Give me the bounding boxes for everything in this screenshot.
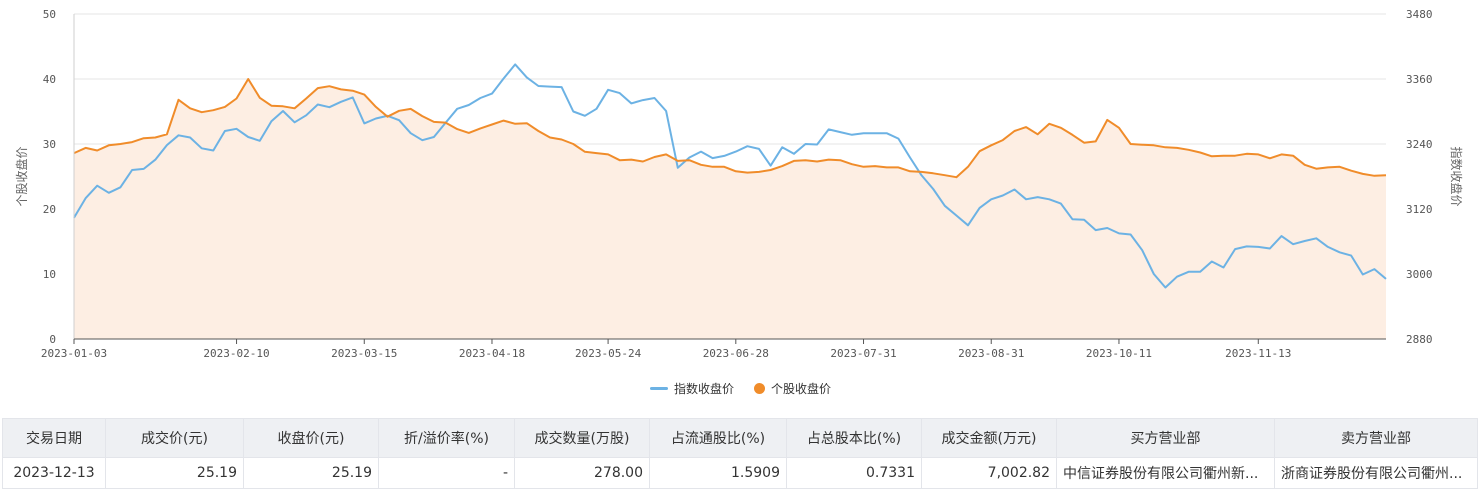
header-close-price[interactable]: 收盘价(元) [243, 418, 379, 458]
cell-seller[interactable]: 浙商证券股份有限公司衢州... [1274, 457, 1478, 489]
header-seller[interactable]: 卖方营业部 [1274, 418, 1478, 458]
x-tick-label: 2023-05-24 [575, 347, 642, 360]
x-tick-label: 2023-11-13 [1225, 347, 1291, 360]
cell-float-ratio: 1.5909 [649, 457, 787, 489]
x-tick-label: 2023-01-03 [41, 347, 107, 360]
header-trade-date[interactable]: 交易日期 [2, 418, 106, 458]
header-amount[interactable]: 成交金额(万元) [921, 418, 1057, 458]
y-right-tick-label: 2880 [1406, 333, 1433, 346]
header-trade-price[interactable]: 成交价(元) [105, 418, 244, 458]
y-right-tick-label: 3360 [1406, 73, 1433, 86]
y-left-tick-label: 0 [49, 333, 56, 346]
stock-area-fill [74, 79, 1386, 339]
legend-line-icon [649, 386, 668, 390]
cell-total-ratio: 0.7331 [786, 457, 922, 489]
y-left-tick-label: 20 [43, 203, 56, 216]
y-right-tick-label: 3120 [1406, 203, 1433, 216]
x-tick-label: 2023-08-31 [958, 347, 1024, 360]
y-left-tick-label: 50 [43, 8, 56, 21]
header-total-ratio[interactable]: 占总股本比(%) [786, 418, 922, 458]
cell-trade-price: 25.19 [105, 457, 244, 489]
y-left-axis-title: 个股收盘价 [14, 146, 29, 206]
header-volume[interactable]: 成交数量(万股) [514, 418, 650, 458]
cell-premium-rate: - [378, 457, 515, 489]
dual-axis-line-chart: 0 10 20 30 40 50 2880 3000 3120 3240 3360 3480 2023-… [14, 8, 1464, 360]
y-right-tick-label: 3000 [1406, 268, 1433, 281]
y-left-tick-label: 40 [43, 73, 56, 86]
cell-close-price: 25.19 [243, 457, 379, 489]
index-series-line[interactable] [73, 63, 1387, 289]
y-left-tick-label: 30 [43, 138, 56, 151]
block-trade-table: 交易日期 成交价(元) 收盘价(元) 折/溢价率(%) 成交数量(万股) 占流通… [2, 418, 1478, 489]
header-buyer[interactable]: 买方营业部 [1056, 418, 1275, 458]
legend-label-index: 指数收盘价 [673, 381, 734, 396]
x-tick-label: 2023-06-28 [703, 347, 769, 360]
legend-dot-icon [754, 382, 765, 394]
x-tick-label: 2023-04-18 [459, 347, 525, 360]
y-left-tick-label: 10 [43, 268, 56, 281]
stock-series-line[interactable] [73, 78, 1387, 179]
header-premium-rate[interactable]: 折/溢价率(%) [378, 418, 515, 458]
cell-trade-date: 2023-12-13 [2, 457, 106, 489]
legend-label-stock: 个股收盘价 [771, 381, 832, 396]
y-right-tick-label: 3480 [1406, 8, 1433, 21]
x-tick-label: 2023-10-11 [1086, 347, 1152, 360]
cell-amount: 7,002.82 [921, 457, 1057, 489]
chart-legend: 指数收盘价 个股收盘价 [0, 378, 1481, 398]
y-right-axis-title: 指数收盘价 [1449, 146, 1464, 206]
x-tick-label: 2023-07-31 [830, 347, 896, 360]
x-tick-label: 2023-03-15 [331, 347, 397, 360]
x-tick-label: 2023-02-10 [203, 347, 269, 360]
table-row: 2023-12-13 25.19 25.19 - 278.00 1.5909 0… [2, 457, 1478, 489]
legend-item-index[interactable]: 指数收盘价 [649, 380, 734, 397]
header-float-ratio[interactable]: 占流通股比(%) [649, 418, 787, 458]
y-right-tick-label: 3240 [1406, 138, 1433, 151]
chart-area: 0 10 20 30 40 50 2880 3000 3120 3240 3360 3480 2023-… [0, 8, 1481, 398]
legend-item-stock[interactable]: 个股收盘价 [754, 380, 831, 397]
cell-volume: 278.00 [514, 457, 650, 489]
table-header-row: 交易日期 成交价(元) 收盘价(元) 折/溢价率(%) 成交数量(万股) 占流通… [2, 418, 1478, 458]
cell-buyer[interactable]: 中信证券股份有限公司衢州新... [1056, 457, 1275, 489]
